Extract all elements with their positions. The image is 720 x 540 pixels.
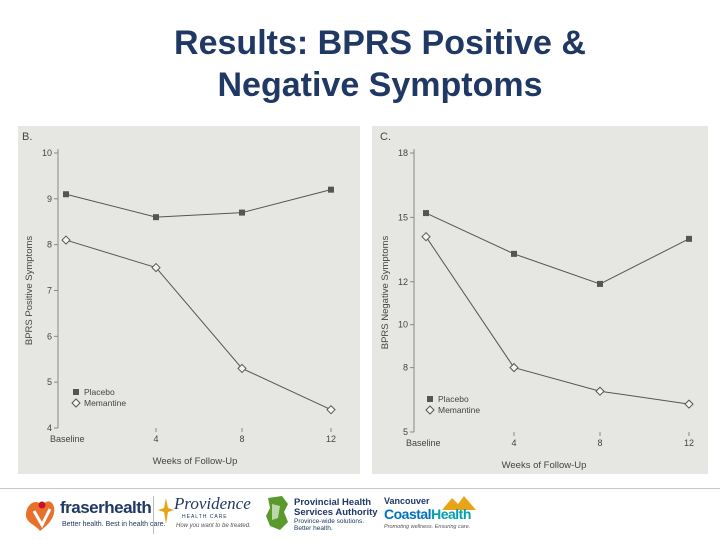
- chart0-point-placebo: [63, 191, 69, 198]
- chart0-point-memantine: [237, 363, 247, 374]
- fraserhealth-logo: fraserhealth Better health. Best in heal…: [22, 494, 166, 534]
- chart0-x-axis-label: Weeks of Follow-Up: [153, 456, 238, 467]
- phsa-name-line-2: Services Authority: [294, 507, 378, 518]
- chart1-point-placebo: [511, 250, 517, 257]
- vch-logo: Vancouver CoastalHealth Promoting wellne…: [384, 494, 484, 534]
- logo-divider-1: [153, 496, 154, 534]
- chart1-legend-label-placebo: Placebo: [438, 394, 469, 404]
- chart0-x-tick-label: 12: [326, 434, 336, 444]
- chart1-y-tick-label: 8: [403, 363, 408, 373]
- chart0-x-tick-label: 8: [239, 434, 244, 444]
- vch-line-1: Vancouver: [384, 496, 430, 506]
- chart0-point-memantine: [326, 404, 336, 415]
- chart0-y-tick-label: 6: [47, 331, 52, 341]
- chart1-x-tick-label: 4: [511, 438, 516, 448]
- fraserhealth-tagline: Better health. Best in health care.: [62, 521, 166, 528]
- chart0-y-tick-label: 4: [47, 423, 52, 433]
- chart0-panel-label: B.: [22, 131, 32, 143]
- chart0-point-placebo: [153, 214, 159, 221]
- chart-panel-negative: C. 5 8 10 12 15 18 Baseline 4 8 12 Weeks of Follow-…: [372, 126, 708, 474]
- mountain-icon: [442, 496, 476, 510]
- vch-coastal: Coastal: [384, 506, 432, 522]
- chart0-legend-marker-placebo: [73, 389, 79, 395]
- chart1-series-line-memantine: [425, 236, 690, 405]
- chart1-y-tick-label: 12: [398, 277, 408, 287]
- chart1-y-tick-label: 15: [398, 212, 408, 222]
- chart0-series-line-memantine: [65, 239, 332, 411]
- providence-symbol-icon: [158, 498, 174, 524]
- chart0-y-tick-label: 7: [47, 286, 52, 296]
- chart1-point-memantine: [684, 399, 694, 409]
- chart0-y-tick-label: 8: [47, 240, 52, 250]
- chart1-legend-marker-placebo: [427, 396, 433, 402]
- vch-line-2: CoastalHealth: [384, 506, 471, 522]
- chart0-point-memantine: [61, 235, 71, 245]
- bc-map-icon: [266, 496, 288, 530]
- chart1-point-placebo: [597, 280, 603, 287]
- chart0-point-memantine: [151, 262, 161, 273]
- chart1-y-tick-label: 18: [398, 148, 408, 158]
- chart1-point-memantine: [509, 362, 519, 373]
- slide-title-line-1: Results: BPRS Positive &: [174, 24, 586, 62]
- chart0-point-placebo: [239, 209, 245, 216]
- chart1-x-axis-label: Weeks of Follow-Up: [502, 460, 587, 471]
- providence-tagline: How you want to be treated.: [176, 523, 251, 529]
- chart1-point-memantine: [421, 231, 431, 242]
- phsa-tagline-line-2: Better health.: [294, 525, 333, 532]
- chart0-legend-label-memantine: Memantine: [84, 398, 126, 408]
- vch-tagline: Promoting wellness. Ensuring care.: [384, 524, 471, 530]
- chart1-panel-label: C.: [380, 131, 391, 143]
- chart1-y-axis-label: BPRS Negative Symptoms: [380, 235, 391, 349]
- chart0-y-tick-label: 9: [47, 194, 52, 204]
- chart1-series-line-placebo: [425, 212, 690, 285]
- vch-health: Health: [431, 506, 471, 522]
- chart1-legend-label-memantine: Memantine: [438, 405, 480, 415]
- chart0-x-tick-label: Baseline: [50, 434, 85, 444]
- chart0-y-tick-label: 10: [42, 148, 52, 158]
- phsa-name: Provincial Health Services Authority: [294, 498, 378, 518]
- chart0-legend-label-placebo: Placebo: [84, 387, 115, 397]
- chart0-point-placebo: [328, 186, 334, 193]
- footer-divider: [0, 488, 720, 489]
- fraserhealth-name: fraserhealth: [60, 498, 152, 517]
- chart0-x-tick-label: 4: [153, 434, 158, 444]
- chart0-series-line-placebo: [65, 189, 332, 218]
- chart1-y-tick-label: 10: [398, 320, 408, 330]
- chart1-x-tick-label: 12: [684, 438, 694, 448]
- chart0-y-tick-label: 5: [47, 377, 52, 387]
- phsa-name-line-1: Provincial Health: [294, 497, 372, 508]
- providence-name: Providence: [174, 494, 251, 513]
- providence-logo: Providence HEALTH CARE How you want to b…: [156, 494, 256, 534]
- slide-title-line-2: Negative Symptoms: [217, 66, 543, 104]
- negative-symptoms-chart: C. 5 8 10 12 15 18 Baseline 4 8 12 Weeks of Follow-…: [380, 131, 694, 471]
- chart0-y-axis-label: BPRS Positive Symptoms: [24, 236, 35, 346]
- chart1-point-placebo: [686, 235, 692, 242]
- chart-panel-positive: B. 4 5 6 7 8 9 10 Baseline 4 8 12 Weeks of Follow-Up…: [18, 126, 360, 474]
- chart1-x-tick-label: 8: [597, 438, 602, 448]
- slide-title: Results: BPRS Positive & Negative Sympto…: [0, 22, 720, 106]
- phsa-tagline-line-1: Province-wide solutions.: [294, 518, 365, 525]
- chart0-legend-marker-memantine: [71, 398, 81, 408]
- chart1-y-tick-label: 5: [403, 427, 408, 437]
- phsa-tagline: Province-wide solutions. Better health.: [294, 518, 364, 532]
- chart1-point-memantine: [595, 386, 605, 396]
- phsa-logo: Provincial Health Services Authority Pro…: [262, 494, 378, 534]
- chart1-legend-marker-memantine: [425, 405, 435, 415]
- fraserhealth-symbol-icon: [26, 501, 55, 531]
- chart1-x-tick-label: Baseline: [406, 438, 441, 448]
- providence-subtitle: HEALTH CARE: [182, 514, 228, 520]
- chart1-point-placebo: [423, 210, 429, 217]
